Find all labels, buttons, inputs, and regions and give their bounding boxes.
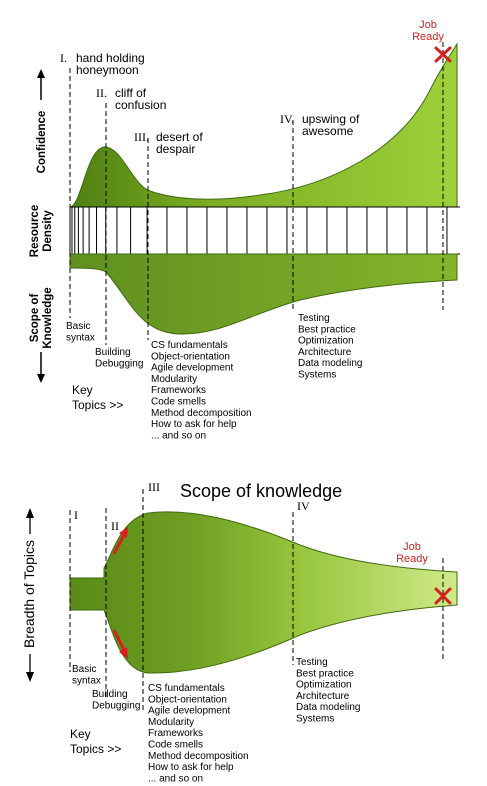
bottom-basic-topic-item: Basic	[72, 664, 96, 675]
top-desert-topic-item: Agile development	[151, 363, 233, 374]
confidence-axis: Confidence	[36, 69, 48, 173]
job-ready-x-icon-bottom	[434, 587, 452, 605]
top-upswing-topic-item: Architecture	[298, 347, 352, 358]
top-upswing-topic-item: Testing	[298, 313, 330, 324]
bottom-building-topic-item: Building	[92, 689, 128, 700]
bottom-desert-topic-item: How to ask for help	[148, 762, 234, 773]
confidence-label: Confidence	[36, 111, 48, 174]
bottom-desert-topic-item: Frameworks	[148, 728, 203, 739]
job-ready-top-line1: Job	[419, 19, 437, 31]
key-topics-top-line1: Key	[72, 383, 93, 397]
breadth-axis: Breadth of Topics	[21, 508, 37, 682]
scope-of-knowledge-shape	[69, 253, 458, 335]
stage-3-numeral: III.	[134, 130, 149, 144]
svg-text:II. cliff of: II. cliff of	[96, 86, 147, 100]
stage-4-label-line2: awesome	[302, 124, 354, 138]
bottom-upswing-topic-item: Architecture	[296, 691, 350, 702]
confidence-curve	[69, 42, 458, 208]
stage-1-numeral: I.	[60, 51, 67, 65]
bottom-desert-topic-item: Object-orientation	[148, 694, 227, 705]
resource-density-band	[69, 206, 460, 255]
key-topics-bottom-line1: Key	[70, 727, 91, 741]
job-ready-top-line2: Ready	[412, 31, 444, 43]
bottom-upswing-topic-item: Data modeling	[296, 702, 360, 713]
top-upswing-topic-item: Optimization	[298, 336, 354, 347]
top-desert-topic-item: Frameworks	[151, 385, 206, 396]
top-upswing-topic-item: Best practice	[298, 324, 356, 335]
job-ready-bottom-line2: Ready	[396, 553, 428, 565]
top-desert-topic-item: Modularity	[151, 374, 197, 385]
bottom-desert-topic-item: CS fundamentals	[148, 683, 225, 694]
stage-1-label-line1: hand holding	[76, 51, 145, 65]
top-desert-topic-item: Method decomposition	[151, 408, 252, 419]
stage-4-numeral: IV.	[280, 112, 294, 126]
top-building-topic-item: Debugging	[95, 359, 143, 370]
resource-density-label-line2: Density	[42, 210, 54, 252]
top-desert-topic-item: Object-orientation	[151, 351, 230, 362]
scope-axis: Scope of Knowledge	[29, 287, 54, 383]
b-stage-3-label: III	[148, 480, 160, 494]
top-desert-topic-item: ... and so on	[151, 430, 206, 441]
bottom-basic-topic-item: syntax	[72, 676, 101, 687]
bottom-desert-topic-item: Modularity	[148, 717, 194, 728]
bottom-upswing-topic-item: Systems	[296, 714, 334, 725]
svg-text:I. hand holding: I. hand holding	[60, 51, 145, 65]
top-desert-topic-item: CS fundamentals	[151, 340, 228, 351]
b-stage-1-label: I	[74, 508, 78, 522]
scope-label-line2: Knowledge	[42, 287, 54, 348]
bottom-desert-topic-item: Method decomposition	[148, 751, 249, 762]
b-stage-4-label: IV	[297, 499, 310, 513]
bottom-desert-topic-item: Agile development	[148, 706, 230, 717]
bottom-desert-topic-item: Code smells	[148, 740, 203, 751]
top-upswing-topic-item: Data modeling	[298, 358, 362, 369]
bottom-upswing-topic-item: Optimization	[296, 680, 352, 691]
stage-3-label-line2: despair	[156, 142, 195, 156]
job-ready-bottom-line1: Job	[403, 541, 421, 553]
key-topics-bottom-line2: Topics >>	[70, 742, 121, 756]
bottom-upswing-topic-item: Best practice	[296, 668, 354, 679]
stage-3-label-line1: desert of	[156, 130, 203, 144]
top-upswing-topic-item: Systems	[298, 370, 336, 381]
bottom-upswing-topic-item: Testing	[296, 657, 328, 668]
top-building-topic-item: Building	[95, 347, 131, 358]
svg-text:IV. upswing of: IV. upswing of	[280, 112, 360, 126]
top-desert-topic-item: How to ask for help	[151, 419, 237, 430]
stage-2-label-line1: cliff of	[115, 86, 147, 100]
stage-2-label-line2: confusion	[115, 98, 166, 112]
expansion-arrow-down-icon	[112, 629, 128, 659]
top-basic-topic-item: syntax	[66, 333, 95, 344]
stage-1-label-line2: honeymoon	[76, 63, 139, 77]
resource-density-label-line1: Resource	[29, 205, 41, 257]
bottom-building-topic-item: Debugging	[92, 701, 140, 712]
bottom-desert-topic-item: ... and so on	[148, 773, 203, 784]
key-topics-top-line2: Topics >>	[72, 398, 123, 412]
breadth-of-topics-shape	[69, 511, 458, 674]
stage-4-label-line1: upswing of	[302, 112, 360, 126]
top-basic-topic-item: Basic	[66, 321, 90, 332]
scope-title: Scope of knowledge	[180, 481, 342, 501]
svg-text:III. desert of: III. desert of	[134, 130, 203, 144]
stage-2-numeral: II.	[96, 86, 107, 100]
b-stage-2-label: II	[111, 519, 119, 533]
expansion-arrow-up-icon	[112, 527, 128, 555]
top-desert-topic-item: Code smells	[151, 397, 206, 408]
breadth-axis-label: Breadth of Topics	[21, 540, 37, 648]
scope-label-line1: Scope of	[29, 294, 41, 343]
job-ready-x-icon-top	[434, 46, 452, 63]
